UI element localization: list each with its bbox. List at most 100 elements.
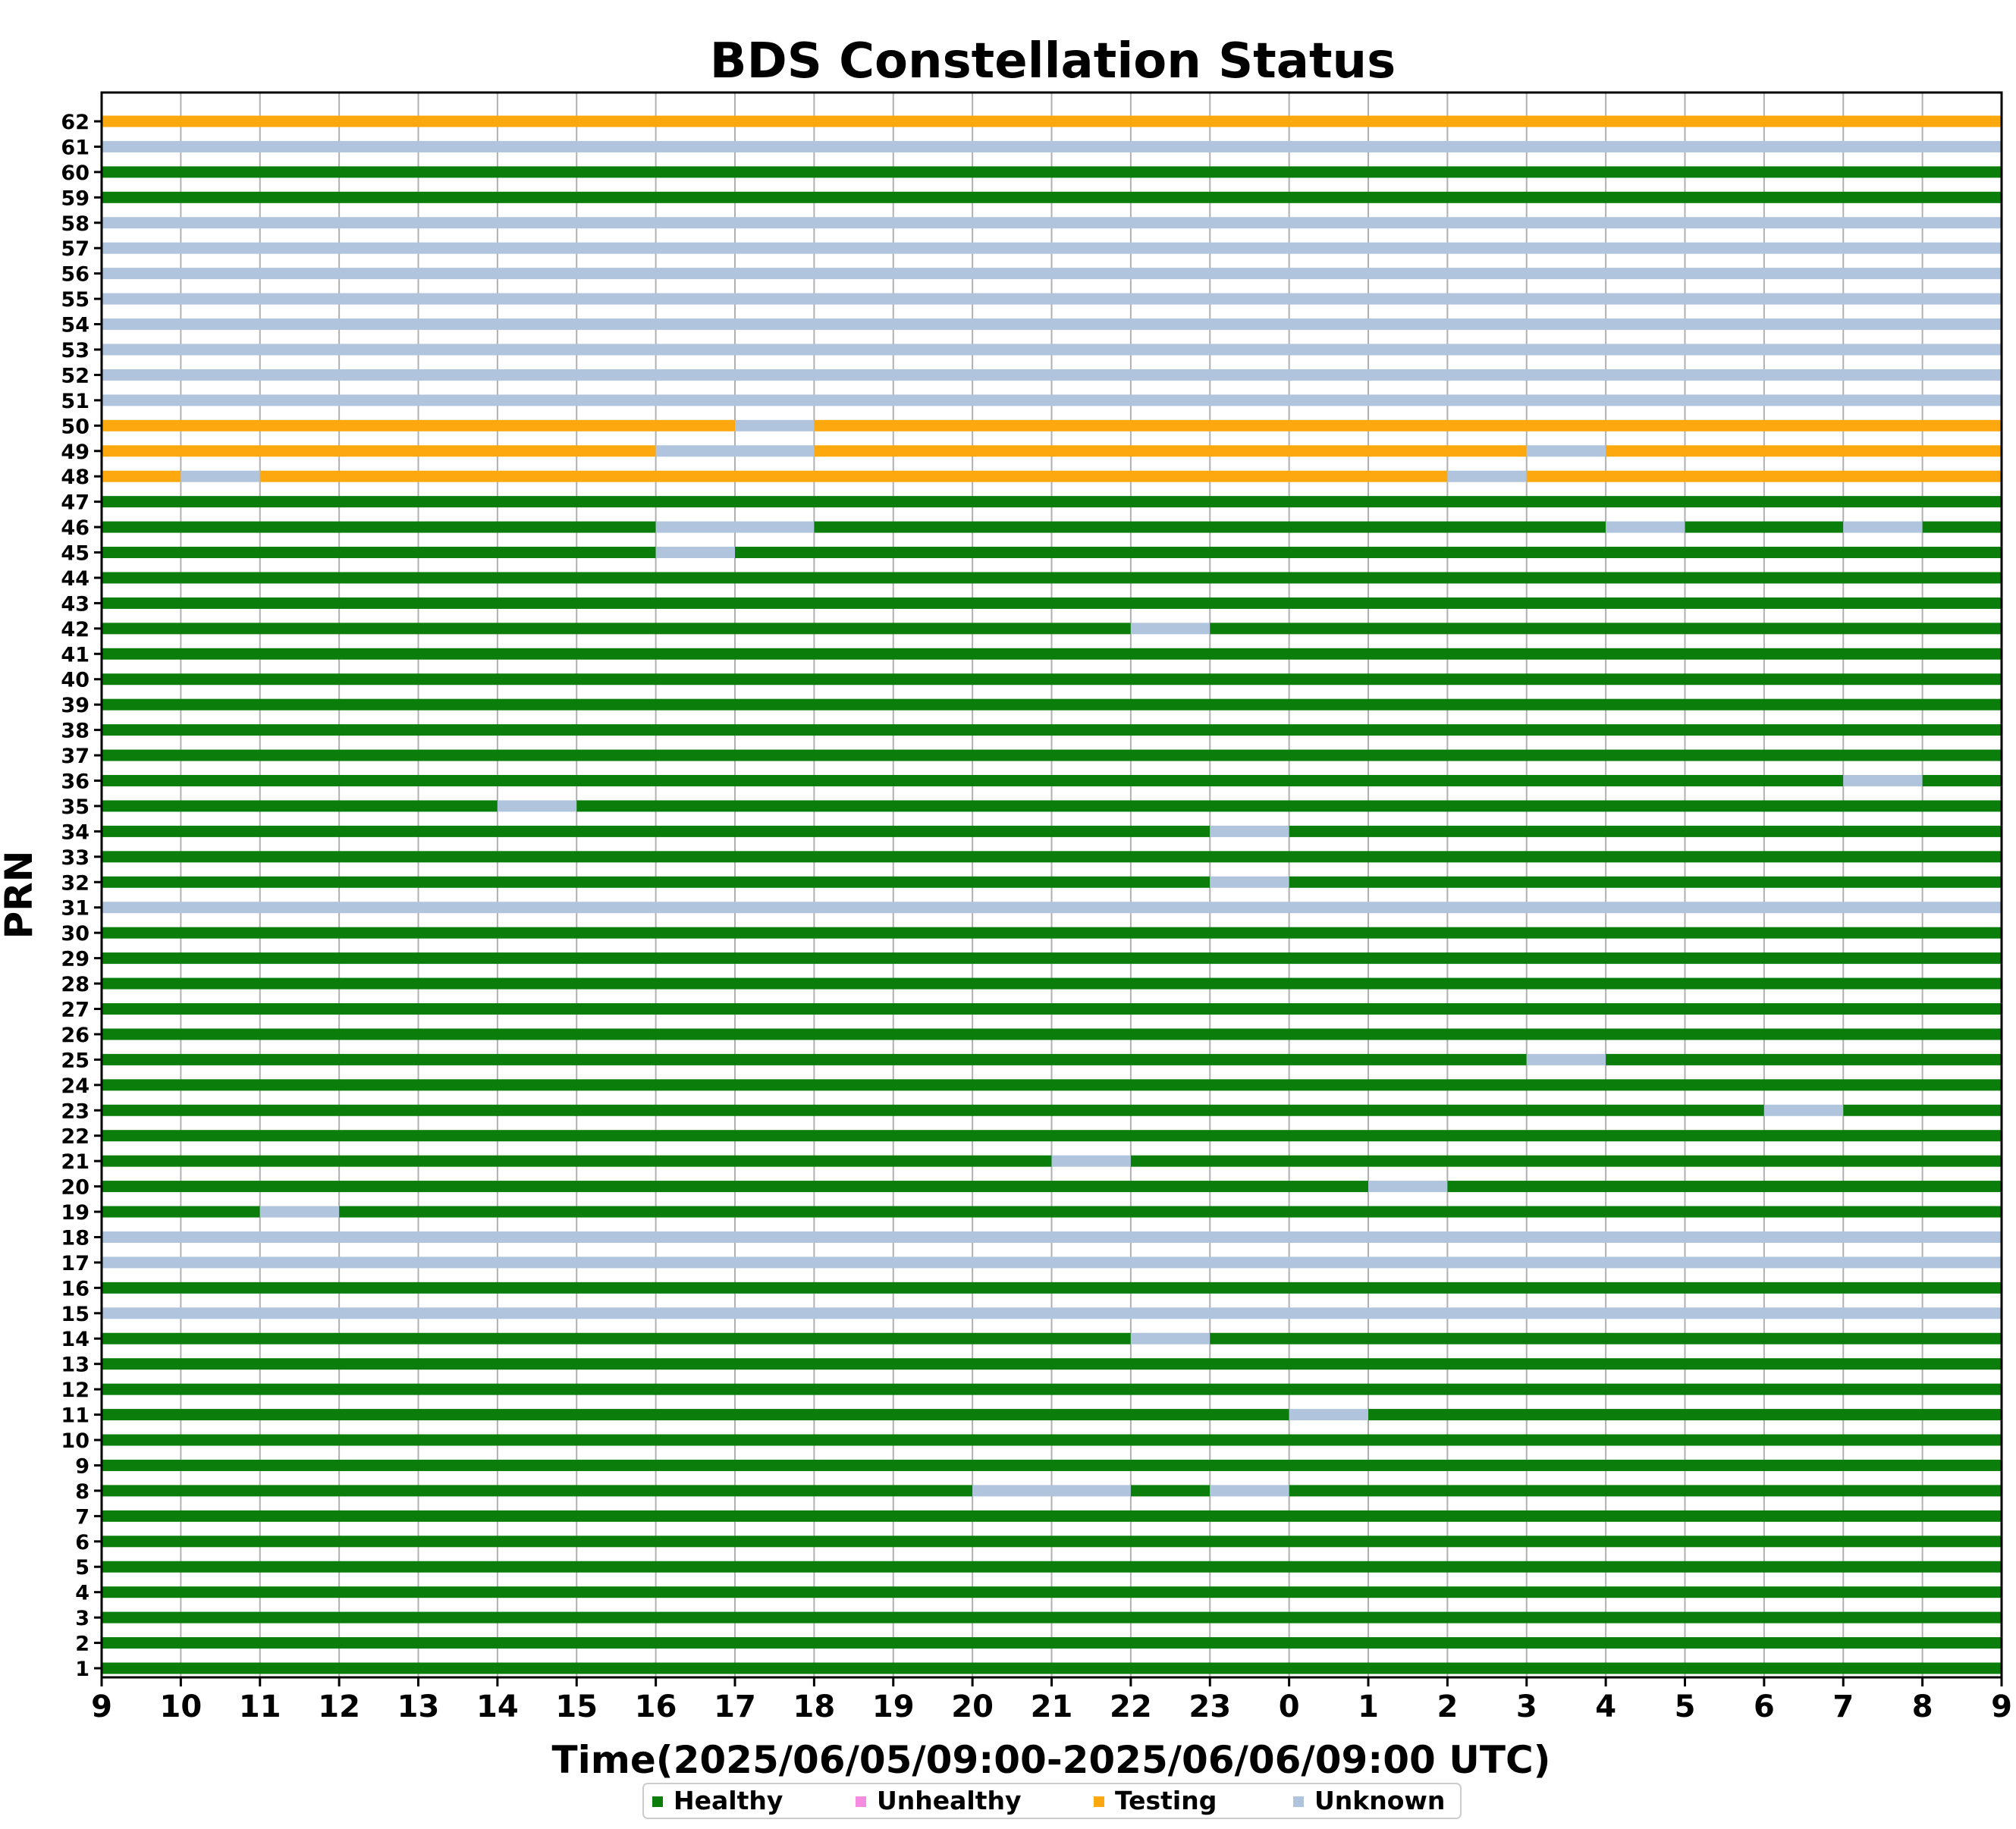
legend-box bbox=[642, 1783, 1462, 1819]
y-tick-label: 12 bbox=[61, 1379, 89, 1402]
status-bar-healthy bbox=[1289, 1485, 2002, 1497]
x-tick-label: 12 bbox=[318, 1689, 360, 1724]
x-axis-title: Time(2025/06/05/09:00-2025/06/06/09:00 U… bbox=[551, 1738, 1550, 1782]
y-tick-label: 11 bbox=[61, 1404, 89, 1428]
x-tick-label: 14 bbox=[476, 1689, 519, 1724]
x-tick-label: 6 bbox=[1754, 1689, 1775, 1724]
y-tick-label: 1 bbox=[75, 1658, 89, 1681]
legend-swatch-testing bbox=[1094, 1796, 1104, 1807]
y-tick-label: 2 bbox=[75, 1633, 89, 1656]
y-tick-label: 7 bbox=[75, 1505, 89, 1529]
y-tick-label: 32 bbox=[61, 871, 89, 895]
status-bar-healthy bbox=[102, 673, 2002, 685]
status-bar-unknown bbox=[1210, 825, 1289, 837]
status-bar-healthy bbox=[102, 1104, 1764, 1116]
status-bar-healthy bbox=[102, 952, 2002, 965]
status-bar-unknown bbox=[181, 470, 260, 482]
y-tick-label: 29 bbox=[61, 948, 89, 971]
y-tick-label: 54 bbox=[61, 314, 89, 337]
y-tick-label: 34 bbox=[61, 820, 89, 844]
status-bar-healthy bbox=[102, 648, 2002, 660]
status-bar-unknown bbox=[102, 140, 2002, 152]
status-bar-unknown bbox=[1210, 876, 1289, 888]
status-bar-healthy bbox=[1289, 876, 2002, 888]
status-bar-unknown bbox=[102, 242, 2002, 254]
status-bar-unknown bbox=[1763, 1104, 1844, 1116]
status-bar-healthy bbox=[102, 1002, 2002, 1015]
y-tick-label: 61 bbox=[61, 136, 89, 159]
y-tick-label: 13 bbox=[61, 1354, 89, 1377]
status-bar-unknown bbox=[1606, 521, 1685, 533]
x-tick-label: 8 bbox=[1912, 1689, 1933, 1724]
x-tick-label: 5 bbox=[1675, 1689, 1696, 1724]
bars bbox=[102, 115, 2002, 1674]
status-bar-unknown bbox=[102, 318, 2002, 331]
status-bar-unknown bbox=[1130, 623, 1211, 635]
status-bar-healthy bbox=[1210, 623, 2002, 635]
y-tick-label: 19 bbox=[61, 1201, 89, 1225]
status-bar-healthy bbox=[102, 191, 2002, 203]
status-bar-healthy bbox=[102, 851, 2002, 863]
y-tick-label: 26 bbox=[61, 1024, 89, 1047]
legend-swatch-unhealthy bbox=[856, 1796, 866, 1807]
chart-title: BDS Constellation Status bbox=[710, 33, 1396, 89]
status-bar-healthy bbox=[1922, 521, 2002, 533]
y-tick-label: 46 bbox=[61, 516, 89, 540]
status-bar-healthy bbox=[102, 1181, 1368, 1193]
status-bar-healthy bbox=[102, 1130, 2002, 1142]
x-tick-label: 9 bbox=[91, 1689, 112, 1724]
x-tick-label: 16 bbox=[635, 1689, 677, 1724]
x-tick-label: 22 bbox=[1110, 1689, 1152, 1724]
status-bar-healthy bbox=[102, 1637, 2002, 1649]
status-bar-healthy bbox=[1843, 1104, 2002, 1116]
status-bar-healthy bbox=[1922, 775, 2002, 787]
status-bar-unknown bbox=[1368, 1181, 1448, 1193]
status-bar-testing bbox=[102, 115, 2002, 127]
y-tick-label: 42 bbox=[61, 618, 89, 642]
status-bar-healthy bbox=[1210, 1332, 2002, 1344]
status-bar-healthy bbox=[102, 1561, 2002, 1573]
y-tick-label: 16 bbox=[61, 1277, 89, 1300]
status-bar-healthy bbox=[102, 623, 1131, 635]
y-tick-label: 36 bbox=[61, 770, 89, 794]
status-bar-healthy bbox=[102, 825, 1211, 837]
status-bar-healthy bbox=[1130, 1485, 1211, 1497]
y-tick-label: 48 bbox=[61, 466, 89, 489]
y-tick-label: 27 bbox=[61, 998, 89, 1021]
y-tick-label: 24 bbox=[61, 1074, 89, 1098]
y-tick-label: 60 bbox=[61, 162, 89, 185]
status-bar-unknown bbox=[1130, 1332, 1211, 1344]
status-bar-unknown bbox=[102, 293, 2002, 305]
status-bar-testing bbox=[102, 419, 735, 431]
status-bar-unknown bbox=[1210, 1485, 1289, 1497]
status-bar-testing bbox=[259, 470, 1448, 482]
status-bar-testing bbox=[102, 470, 181, 482]
status-bar-healthy bbox=[102, 927, 2002, 939]
status-bar-healthy bbox=[1447, 1181, 2002, 1193]
status-bar-unknown bbox=[1447, 470, 1527, 482]
x-tick-label: 19 bbox=[872, 1689, 915, 1724]
status-bar-healthy bbox=[1606, 1053, 2002, 1065]
status-bar-healthy bbox=[102, 1434, 2002, 1446]
y-tick-label: 53 bbox=[61, 339, 89, 362]
y-tick-label: 52 bbox=[61, 364, 89, 387]
y-tick-label: 21 bbox=[61, 1150, 89, 1174]
y-tick-label: 10 bbox=[61, 1429, 89, 1453]
status-bar-unknown bbox=[972, 1485, 1131, 1497]
x-tick-label: 2 bbox=[1437, 1689, 1458, 1724]
y-tick-label: 37 bbox=[61, 745, 89, 768]
status-bar-unknown bbox=[1051, 1155, 1131, 1167]
status-bar-healthy bbox=[102, 876, 1211, 888]
x-tick-label: 0 bbox=[1279, 1689, 1300, 1724]
legend-label-unknown: Unknown bbox=[1314, 1786, 1445, 1815]
status-bar-unknown bbox=[1843, 775, 1923, 787]
x-ticks: 9 10 11 12 13 14 15 16 17 18 19 20 21 22 23 0 1 2 3 4 5 6 7 8 9 bbox=[91, 1677, 2012, 1724]
x-tick-label: 21 bbox=[1031, 1689, 1073, 1724]
legend-label-unhealthy: Unhealthy bbox=[877, 1786, 1022, 1815]
status-bar-healthy bbox=[102, 1510, 2002, 1522]
status-bar-healthy bbox=[735, 547, 2002, 559]
status-bar-healthy bbox=[102, 521, 656, 533]
x-tick-label: 10 bbox=[160, 1689, 203, 1724]
status-bar-unknown bbox=[102, 394, 2002, 406]
x-tick-label: 3 bbox=[1516, 1689, 1537, 1724]
